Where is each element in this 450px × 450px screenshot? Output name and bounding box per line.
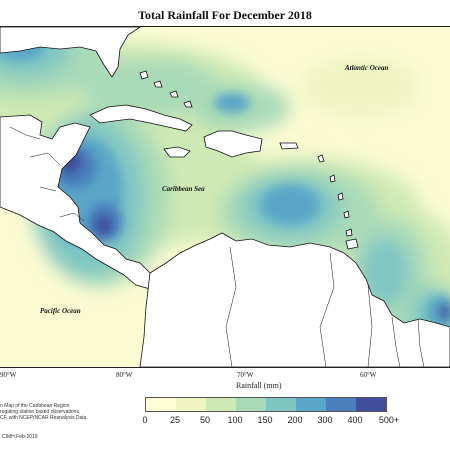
land-masses (0, 27, 450, 367)
hispaniola-land (203, 130, 263, 158)
country-borders (9, 126, 425, 367)
atlantic-ocean-label: Atlantic Ocean (345, 64, 389, 72)
legend-title: Rainfall (mm) (236, 381, 282, 390)
legend-swatch (266, 398, 296, 411)
longitude-tick-60w: 60°W (360, 371, 377, 379)
legend-break-label: 400 (347, 415, 363, 425)
caption-line: CF, with NCEP/NCAR Reanalysis Data. (0, 415, 88, 421)
legend-swatch (176, 398, 206, 411)
legend-swatch (236, 398, 266, 411)
legend-swatch (296, 398, 326, 411)
legend-swatch (326, 398, 356, 411)
south-america-land (139, 232, 450, 367)
legend-swatch (206, 398, 236, 411)
map-title: Total Rainfall For December 2018 (138, 8, 312, 22)
legend-colorbar (145, 397, 387, 412)
legend-break-label: 300 (317, 415, 333, 425)
cuba-land (89, 104, 193, 132)
legend-swatch (356, 398, 386, 411)
jamaica-land (163, 146, 191, 158)
pacific-ocean-label: Pacific Ocean (40, 307, 81, 315)
legend-break-label: 150 (257, 415, 273, 425)
trinidad-land (345, 238, 359, 250)
legend-break-label: 500+ (378, 415, 400, 425)
legend-break-label: 0 (142, 415, 148, 425)
rainfall-map-canvas (0, 27, 450, 367)
longitude-tick-90w: 90°W (0, 371, 17, 379)
longitude-tick-70w: 70°W (237, 371, 254, 379)
legend-break-label: 100 (227, 415, 243, 425)
florida-land (0, 27, 141, 78)
map-caption: n Map of the Caribbean Region regating s… (0, 403, 130, 421)
legend-break-label: 50 (199, 415, 211, 425)
caption-line: regating station based observations, (0, 409, 81, 415)
longitude-tick-80w: 80°W (116, 371, 133, 379)
caribbean-sea-label: Caribbean Sea (162, 185, 205, 193)
legend-break-label: 200 (287, 415, 303, 425)
legend-swatch (146, 398, 176, 411)
map-credit: CIMH Feb-2019 (2, 434, 38, 440)
caption-line: n Map of the Caribbean Region (0, 403, 70, 409)
puerto-rico-land (279, 142, 299, 150)
central-america-land (0, 114, 159, 290)
legend-break-label: 25 (169, 415, 181, 425)
rainfall-map: Atlantic Ocean Caribbean Sea Pacific Oce… (0, 26, 450, 368)
